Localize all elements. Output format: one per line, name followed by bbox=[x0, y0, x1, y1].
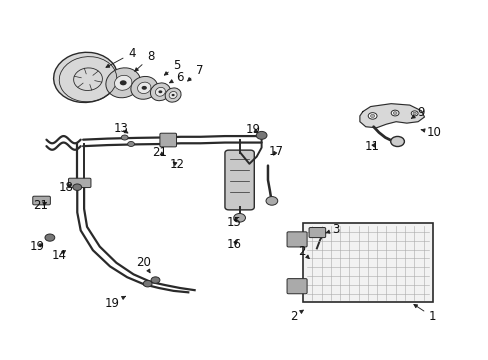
Text: 2: 2 bbox=[298, 246, 309, 258]
Text: 7: 7 bbox=[187, 64, 203, 81]
FancyBboxPatch shape bbox=[286, 232, 306, 247]
Circle shape bbox=[161, 135, 167, 140]
Text: 17: 17 bbox=[268, 145, 283, 158]
Circle shape bbox=[367, 113, 376, 119]
Circle shape bbox=[412, 112, 415, 114]
Ellipse shape bbox=[114, 75, 132, 90]
Ellipse shape bbox=[105, 68, 141, 98]
Ellipse shape bbox=[137, 82, 151, 94]
Text: 15: 15 bbox=[226, 216, 241, 229]
Circle shape bbox=[151, 277, 160, 283]
FancyBboxPatch shape bbox=[160, 133, 176, 147]
Bar bbox=[303, 223, 432, 302]
Circle shape bbox=[410, 111, 417, 116]
Text: 19: 19 bbox=[245, 123, 260, 136]
Ellipse shape bbox=[54, 52, 117, 103]
Circle shape bbox=[390, 136, 404, 147]
Text: 16: 16 bbox=[226, 238, 241, 251]
Text: 2: 2 bbox=[289, 310, 303, 323]
Text: 19: 19 bbox=[30, 240, 44, 253]
Text: 14: 14 bbox=[51, 249, 66, 262]
Circle shape bbox=[392, 112, 396, 114]
Text: 9: 9 bbox=[410, 106, 424, 119]
Circle shape bbox=[73, 184, 81, 190]
Circle shape bbox=[121, 135, 128, 140]
Ellipse shape bbox=[150, 83, 170, 101]
Text: 13: 13 bbox=[114, 122, 128, 135]
FancyBboxPatch shape bbox=[33, 196, 50, 205]
Circle shape bbox=[167, 141, 174, 146]
Circle shape bbox=[127, 141, 134, 147]
Ellipse shape bbox=[169, 91, 177, 99]
Text: 21: 21 bbox=[34, 199, 48, 212]
Circle shape bbox=[233, 213, 245, 222]
Ellipse shape bbox=[131, 76, 157, 99]
Text: 11: 11 bbox=[365, 140, 379, 153]
FancyBboxPatch shape bbox=[224, 150, 254, 210]
Text: 20: 20 bbox=[136, 256, 151, 273]
FancyBboxPatch shape bbox=[68, 178, 91, 188]
FancyBboxPatch shape bbox=[286, 279, 306, 294]
Circle shape bbox=[45, 234, 55, 241]
Circle shape bbox=[142, 86, 146, 90]
Ellipse shape bbox=[165, 88, 181, 102]
Text: 19: 19 bbox=[105, 296, 125, 310]
Text: 18: 18 bbox=[59, 181, 74, 194]
Text: 12: 12 bbox=[169, 158, 184, 171]
Text: 10: 10 bbox=[420, 126, 441, 139]
Circle shape bbox=[370, 114, 374, 117]
Circle shape bbox=[171, 94, 174, 96]
Circle shape bbox=[158, 90, 162, 93]
Text: 1: 1 bbox=[413, 305, 436, 323]
Text: 3: 3 bbox=[325, 223, 339, 236]
Circle shape bbox=[120, 80, 126, 85]
Text: 6: 6 bbox=[169, 71, 183, 84]
Text: 8: 8 bbox=[135, 50, 154, 71]
Ellipse shape bbox=[155, 87, 165, 96]
FancyBboxPatch shape bbox=[308, 228, 325, 238]
Circle shape bbox=[256, 131, 266, 139]
Text: 5: 5 bbox=[164, 59, 181, 75]
Text: 21: 21 bbox=[152, 146, 166, 159]
Text: 4: 4 bbox=[106, 47, 136, 67]
Circle shape bbox=[390, 110, 398, 116]
Polygon shape bbox=[359, 104, 424, 128]
Circle shape bbox=[143, 280, 152, 287]
Circle shape bbox=[265, 197, 277, 205]
